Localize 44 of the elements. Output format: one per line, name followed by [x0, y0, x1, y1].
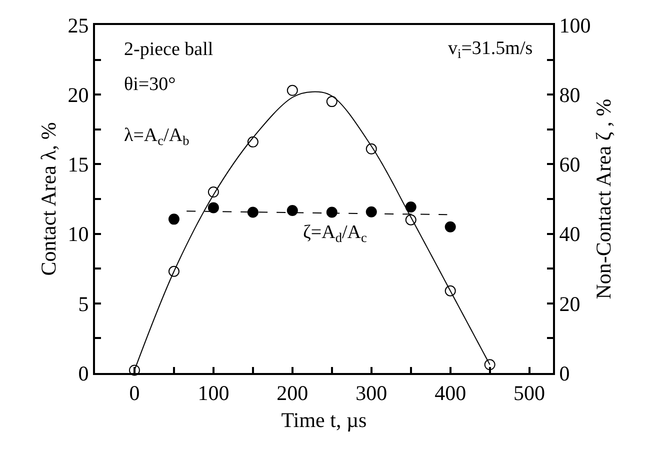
y-tick-label: 25 [68, 13, 89, 38]
point [484, 359, 496, 370]
point [444, 221, 456, 232]
annotation: v$_{i}$=31.5m/s [448, 38, 533, 61]
y2-tick-label: 100 [559, 13, 591, 38]
y2-tick-label: 80 [559, 82, 580, 107]
point [168, 214, 180, 225]
y-tick-label: 0 [78, 361, 89, 386]
y-axis-title: Contact Area λ, % [36, 122, 60, 276]
x-tick-label: 200 [276, 381, 308, 406]
x-tick-label: 100 [198, 381, 230, 406]
point [326, 96, 338, 108]
point [168, 266, 180, 277]
x-tick-label: 0 [129, 381, 140, 406]
y-tick-label: 5 [78, 292, 89, 316]
x-tick-label: 300 [356, 381, 388, 406]
x-axis-title: Time t, µs [281, 408, 367, 432]
y2-tick-label: 40 [559, 222, 580, 246]
x-tick-label: 500 [514, 381, 546, 406]
y2-tick-label: 60 [559, 152, 580, 177]
point [366, 143, 377, 154]
annotation: λ=A$_{c}$/A$_{b}$ [124, 125, 190, 148]
x-tick-label: 400 [434, 381, 466, 406]
point [286, 204, 298, 216]
y-tick-label: 20 [68, 82, 89, 107]
point [405, 214, 416, 226]
point [247, 136, 258, 148]
y-tick-label: 15 [68, 152, 89, 177]
point [128, 364, 140, 376]
point [405, 202, 416, 212]
point [247, 206, 258, 218]
point [208, 186, 219, 198]
annotation: θi=30° [124, 74, 176, 95]
annotation: ζ=A$_{d}$/A$_{c}$ [303, 222, 367, 245]
y2-axis-title: Non-Contact Area ζ , % [591, 98, 616, 300]
point [366, 206, 377, 218]
y2-tick-label: 0 [559, 361, 570, 386]
y-tick-label: 10 [68, 222, 89, 246]
point [326, 206, 338, 218]
point [286, 84, 298, 96]
point [444, 285, 456, 296]
y2-tick-label: 20 [559, 292, 580, 316]
annotation: 2-piece ball [124, 39, 214, 60]
point [208, 202, 219, 214]
